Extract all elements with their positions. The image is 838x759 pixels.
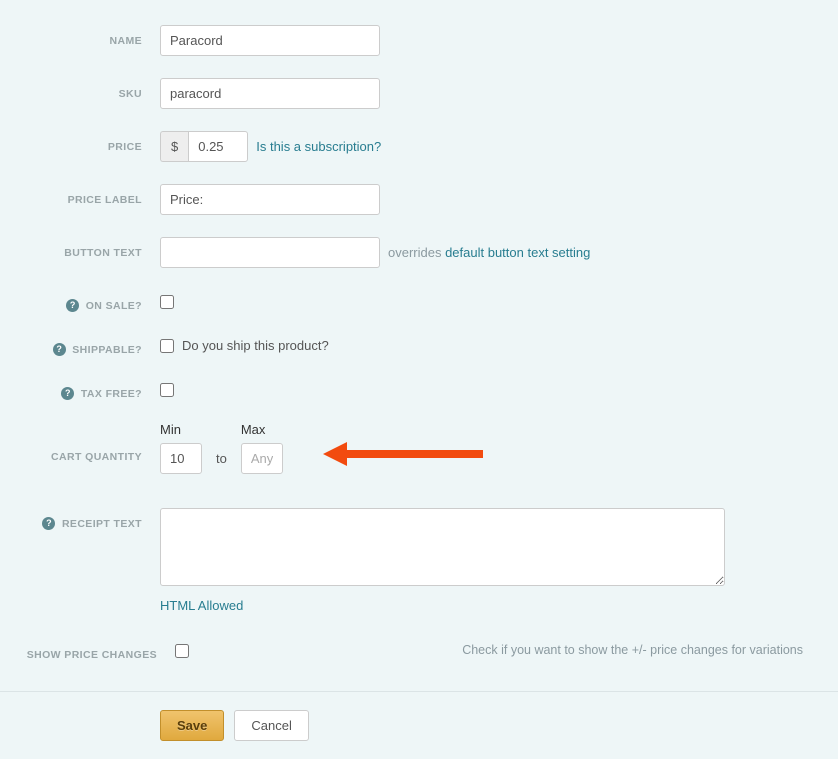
name-label: NAME — [109, 35, 142, 47]
qty-min-block: Min — [160, 422, 202, 474]
button-text-input[interactable] — [160, 237, 380, 268]
label-col: ? SHIPPABLE? — [0, 334, 160, 356]
show-price-changes-label: SHOW PRICE CHANGES — [27, 649, 157, 661]
row-tax-free: ? TAX FREE? — [0, 378, 808, 400]
row-on-sale: ? ON SALE? — [0, 290, 808, 312]
button-text-label: BUTTON TEXT — [64, 247, 142, 259]
cart-quantity-label: CART QUANTITY — [51, 451, 142, 463]
qty-max-label: Max — [241, 422, 283, 437]
row-show-price-changes: SHOW PRICE CHANGES Check if you want to … — [0, 639, 808, 661]
qty-max-input[interactable] — [241, 443, 283, 474]
field-col: $ Is this a subscription? — [160, 131, 808, 162]
qty-min-input[interactable] — [160, 443, 202, 474]
subscription-link[interactable]: Is this a subscription? — [256, 139, 381, 154]
row-receipt-text: ? RECEIPT TEXT HTML Allowed — [0, 508, 808, 613]
price-input[interactable] — [188, 131, 248, 162]
field-col — [160, 78, 808, 109]
sku-label: SKU — [119, 88, 142, 100]
tax-free-label: TAX FREE? — [81, 388, 142, 400]
save-button[interactable]: Save — [160, 710, 224, 741]
name-input[interactable] — [160, 25, 380, 56]
row-price: PRICE $ Is this a subscription? — [0, 131, 808, 162]
help-icon[interactable]: ? — [42, 517, 55, 530]
show-price-changes-hint: Check if you want to show the +/- price … — [197, 643, 808, 657]
field-col: Min to Max — [160, 422, 808, 474]
row-shippable: ? SHIPPABLE? Do you ship this product? — [0, 334, 808, 356]
quantity-group: Min to Max — [160, 422, 483, 474]
label-col: CART QUANTITY — [0, 422, 160, 463]
qty-separator: to — [216, 451, 227, 474]
field-col: overrides default button text setting — [160, 237, 808, 268]
form-footer: Save Cancel — [0, 691, 838, 759]
row-price-label: PRICE LABEL — [0, 184, 808, 215]
arrow-icon — [323, 439, 483, 469]
field-col — [160, 184, 808, 215]
row-sku: SKU — [0, 78, 808, 109]
row-name: NAME — [0, 25, 808, 56]
html-allowed-hint: HTML Allowed — [160, 598, 808, 613]
annotation-arrow — [323, 439, 483, 474]
shippable-text: Do you ship this product? — [182, 338, 329, 353]
row-cart-quantity: CART QUANTITY Min to Max — [0, 422, 808, 474]
qty-max-block: Max — [241, 422, 283, 474]
qty-min-label: Min — [160, 422, 202, 437]
on-sale-label: ON SALE? — [86, 300, 142, 312]
receipt-text-label: RECEIPT TEXT — [62, 518, 142, 530]
tax-free-checkbox[interactable] — [160, 383, 174, 397]
on-sale-checkbox[interactable] — [160, 295, 174, 309]
label-col: PRICE LABEL — [0, 184, 160, 206]
override-text: overrides — [388, 245, 445, 260]
label-col: ? RECEIPT TEXT — [0, 508, 160, 530]
label-col: NAME — [0, 25, 160, 47]
price-label-input[interactable] — [160, 184, 380, 215]
field-col: Check if you want to show the +/- price … — [175, 639, 808, 658]
product-form: NAME SKU PRICE $ Is this a subscription? — [0, 0, 838, 661]
label-col: SKU — [0, 78, 160, 100]
row-button-text: BUTTON TEXT overrides default button tex… — [0, 237, 808, 268]
label-col: PRICE — [0, 131, 160, 153]
button-override-hint: overrides default button text setting — [388, 245, 590, 260]
field-col — [160, 25, 808, 56]
label-col: ? ON SALE? — [0, 290, 160, 312]
help-icon[interactable]: ? — [66, 299, 79, 312]
sku-input[interactable] — [160, 78, 380, 109]
show-price-changes-checkbox[interactable] — [175, 644, 189, 658]
label-col: SHOW PRICE CHANGES — [0, 639, 175, 661]
shippable-checkbox[interactable] — [160, 339, 174, 353]
field-col — [160, 290, 808, 309]
field-col — [160, 378, 808, 397]
button-override-link[interactable]: default button text setting — [445, 245, 590, 260]
price-input-group: $ — [160, 131, 248, 162]
shippable-label: SHIPPABLE? — [72, 344, 142, 356]
cancel-button[interactable]: Cancel — [234, 710, 308, 741]
field-col: Do you ship this product? — [160, 334, 808, 353]
price-label: PRICE — [108, 141, 142, 153]
label-col: BUTTON TEXT — [0, 237, 160, 259]
help-icon[interactable]: ? — [53, 343, 66, 356]
help-icon[interactable]: ? — [61, 387, 74, 400]
price-label-label: PRICE LABEL — [68, 194, 142, 206]
currency-symbol: $ — [160, 131, 188, 162]
receipt-textarea[interactable] — [160, 508, 725, 586]
field-col: HTML Allowed — [160, 508, 808, 613]
label-col: ? TAX FREE? — [0, 378, 160, 400]
